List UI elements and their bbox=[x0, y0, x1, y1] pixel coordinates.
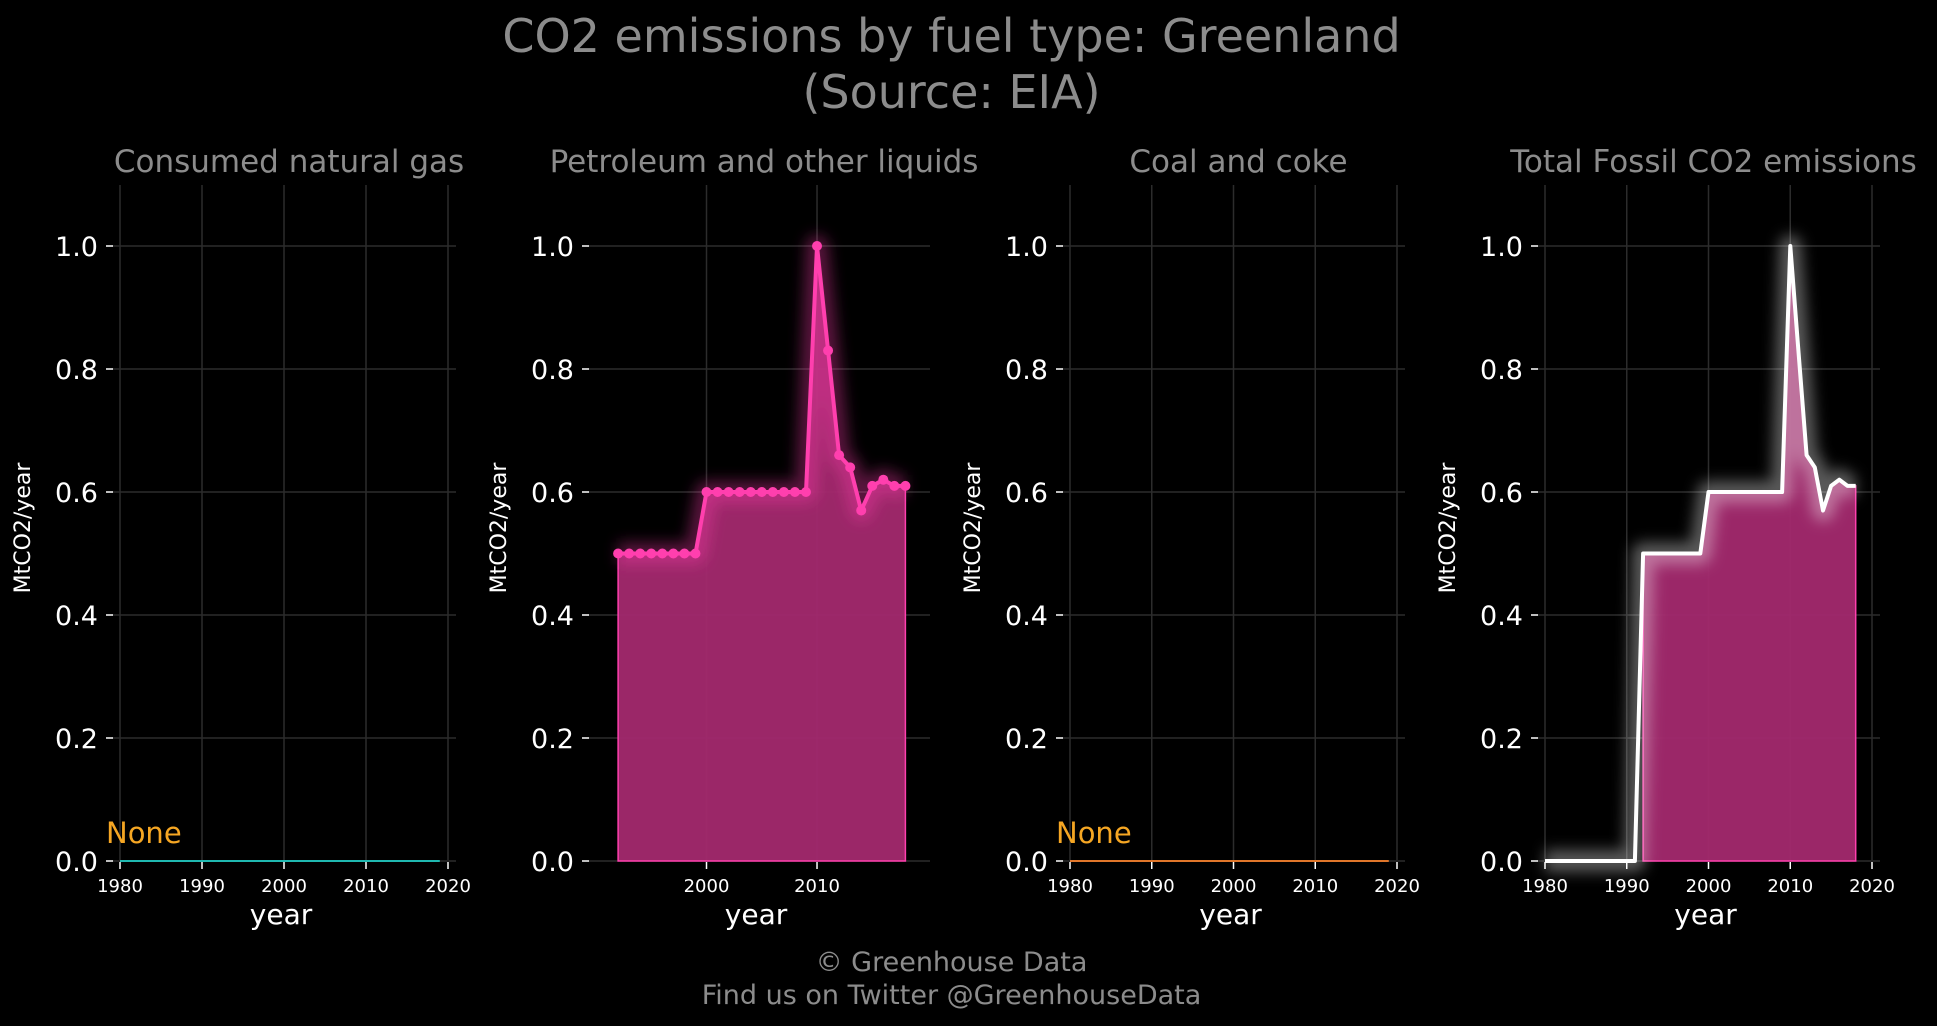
data-point bbox=[823, 345, 834, 356]
x-tick-label: 1990 bbox=[1129, 876, 1175, 897]
y-tick-label: 0.4 bbox=[1480, 601, 1523, 632]
y-tick-label: 0.6 bbox=[1005, 478, 1048, 509]
chart-subtitle: (Source: EIA) bbox=[802, 65, 1101, 119]
x-tick-label: 2010 bbox=[794, 876, 840, 897]
data-point bbox=[745, 487, 756, 497]
y-axis-label: MtCO2/year bbox=[11, 462, 36, 594]
x-tick-label: 2000 bbox=[261, 876, 307, 897]
none-annotation: None bbox=[1056, 816, 1132, 850]
data-point bbox=[834, 450, 845, 461]
y-axis-label: MtCO2/year bbox=[961, 462, 986, 594]
x-tick-label: 2020 bbox=[1849, 876, 1895, 897]
x-tick-label: 2010 bbox=[1292, 876, 1338, 897]
x-tick-label: 2010 bbox=[343, 876, 389, 897]
y-tick-label: 0.6 bbox=[531, 478, 574, 509]
y-tick-label: 0.8 bbox=[531, 355, 574, 386]
data-point bbox=[646, 548, 657, 559]
x-axis-label: year bbox=[1674, 898, 1737, 931]
data-point bbox=[668, 548, 679, 559]
data-point bbox=[701, 487, 712, 497]
data-point bbox=[613, 548, 624, 559]
data-point bbox=[778, 487, 789, 497]
footer-credit: © Greenhouse Data bbox=[815, 947, 1088, 978]
data-point bbox=[856, 505, 867, 516]
y-tick-label: 0.6 bbox=[1480, 478, 1523, 509]
y-tick-label: 1.0 bbox=[55, 232, 98, 263]
y-tick-label: 0.0 bbox=[55, 847, 98, 878]
data-point bbox=[867, 480, 878, 491]
y-tick-label: 0.8 bbox=[1480, 355, 1523, 386]
data-point bbox=[657, 548, 668, 559]
subplot-title: Petroleum and other liquids bbox=[550, 144, 979, 180]
y-tick-label: 0.0 bbox=[1005, 847, 1048, 878]
x-axis-label: year bbox=[725, 898, 788, 931]
x-tick-label: 1980 bbox=[97, 876, 143, 897]
chart-title: CO2 emissions by fuel type: Greenland bbox=[502, 9, 1401, 63]
y-tick-label: 0.2 bbox=[55, 724, 98, 755]
data-point bbox=[812, 241, 823, 251]
data-point bbox=[679, 548, 690, 559]
y-tick-label: 1.0 bbox=[531, 232, 574, 263]
data-point bbox=[845, 462, 856, 473]
y-tick-label: 0.2 bbox=[531, 724, 574, 755]
subplot-2: Petroleum and other liquids 0.0 0.2 0.4 0.6 0… bbox=[487, 144, 978, 931]
subplot-4: Total Fossil CO2 emissions 0.0 0.2 0.4 0.6 0.… bbox=[1436, 144, 1917, 931]
data-point bbox=[900, 480, 911, 491]
x-axis-label: year bbox=[1199, 898, 1262, 931]
data-point bbox=[723, 487, 734, 497]
series-line bbox=[1545, 244, 1856, 863]
data-point bbox=[767, 487, 778, 497]
y-tick-label: 0.0 bbox=[531, 847, 574, 878]
x-tick-label: 2020 bbox=[425, 876, 471, 897]
y-tick-label: 0.0 bbox=[1480, 847, 1523, 878]
x-tick-label: 2000 bbox=[684, 876, 730, 897]
subplot-title: Coal and coke bbox=[1129, 144, 1347, 180]
data-point bbox=[712, 487, 723, 497]
data-point bbox=[800, 487, 811, 497]
subplot-title: Total Fossil CO2 emissions bbox=[1509, 144, 1917, 180]
data-point bbox=[690, 548, 701, 559]
y-tick-label: 0.6 bbox=[55, 478, 98, 509]
y-tick-label: 0.4 bbox=[55, 601, 98, 632]
x-tick-label: 1990 bbox=[1604, 876, 1650, 897]
y-tick-label: 0.4 bbox=[531, 601, 574, 632]
data-point bbox=[734, 487, 745, 497]
y-tick-label: 0.2 bbox=[1005, 724, 1048, 755]
subplot-1: Consumed natural gas 0.0 0.2 0.4 0.6 0.8 1.0 19… bbox=[11, 144, 471, 931]
subplot-3: Coal and coke 0.0 0.2 0.4 0.6 0.8 1.0 1980 1990 2… bbox=[961, 144, 1420, 931]
x-tick-label: 1990 bbox=[179, 876, 225, 897]
y-tick-label: 0.8 bbox=[55, 355, 98, 386]
y-tick-label: 0.8 bbox=[1005, 355, 1048, 386]
x-tick-label: 2010 bbox=[1767, 876, 1813, 897]
y-axis-label: MtCO2/year bbox=[1436, 462, 1461, 594]
data-point bbox=[624, 548, 635, 559]
y-tick-label: 1.0 bbox=[1005, 232, 1048, 263]
y-axis-label: MtCO2/year bbox=[487, 462, 512, 594]
x-tick-label: 1980 bbox=[1522, 876, 1568, 897]
footer-twitter: Find us on Twitter @GreenhouseData bbox=[701, 980, 1202, 1011]
data-point bbox=[889, 480, 900, 491]
x-tick-label: 1980 bbox=[1047, 876, 1093, 897]
data-point bbox=[789, 487, 800, 497]
data-point bbox=[756, 487, 767, 497]
x-axis-label: year bbox=[250, 898, 313, 931]
y-tick-label: 0.2 bbox=[1480, 724, 1523, 755]
y-tick-label: 1.0 bbox=[1480, 232, 1523, 263]
none-annotation: None bbox=[106, 816, 182, 850]
data-point bbox=[878, 474, 889, 485]
y-tick-label: 0.4 bbox=[1005, 601, 1048, 632]
x-tick-label: 2020 bbox=[1374, 876, 1420, 897]
x-tick-label: 2000 bbox=[1211, 876, 1257, 897]
data-point bbox=[635, 548, 646, 559]
x-tick-label: 2000 bbox=[1686, 876, 1732, 897]
subplot-title: Consumed natural gas bbox=[114, 144, 464, 180]
